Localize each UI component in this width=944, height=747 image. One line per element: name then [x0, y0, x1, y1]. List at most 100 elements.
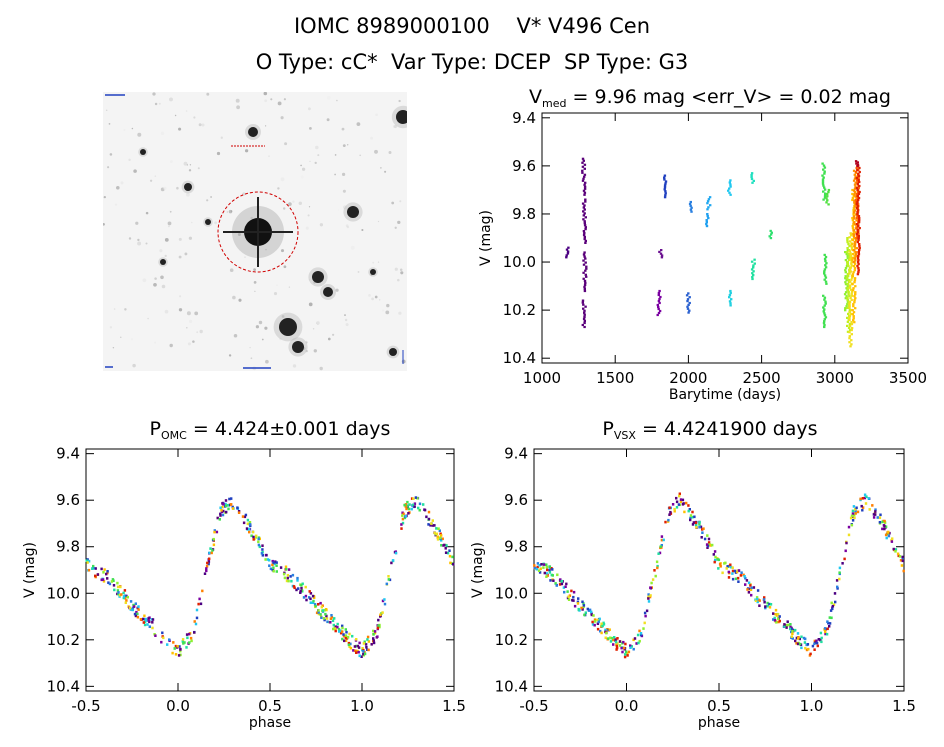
phase-point: [174, 644, 178, 648]
sky-star: [179, 295, 182, 298]
lightcurve-point: [848, 245, 851, 248]
phase-point: [370, 643, 373, 646]
sky-star: [232, 295, 236, 300]
phase-point: [230, 503, 233, 506]
phase-point: [537, 569, 541, 572]
phase-point: [729, 565, 733, 569]
phase-point: [237, 511, 241, 514]
phase-point: [701, 528, 704, 531]
lightcurve-point: [852, 305, 855, 308]
lightcurve-point: [827, 191, 830, 194]
phase-point: [744, 583, 747, 586]
lightcurve-point: [657, 293, 660, 297]
phase-point: [733, 569, 737, 573]
lightcurve-point: [660, 256, 664, 259]
phase-point: [227, 507, 230, 511]
phase-point: [555, 584, 558, 587]
phase-point: [540, 563, 543, 566]
y-tick-label: 9.6: [504, 491, 528, 509]
y-tick-label: 10.4: [495, 677, 528, 695]
phase-point: [309, 597, 312, 601]
phase-point: [775, 621, 778, 624]
lightcurve-point: [583, 187, 587, 190]
phase-omc-title: POMC = 4.424±0.001 days: [149, 418, 391, 442]
phase-point: [545, 572, 548, 575]
phase-point: [533, 564, 536, 567]
phase-point: [224, 499, 228, 502]
phase-point: [691, 515, 694, 519]
lightcurve-point: [567, 246, 570, 249]
lightcurve-point: [752, 270, 755, 273]
lightcurve-point: [686, 305, 689, 308]
phase-point: [260, 552, 264, 555]
sky-star: [309, 127, 312, 130]
sky-star: [371, 297, 374, 301]
lightcurve-point: [823, 318, 826, 321]
phase-point: [113, 588, 116, 592]
sky-star: [388, 151, 392, 154]
sky-star: [169, 343, 173, 348]
phase-point: [205, 565, 209, 568]
phase-point: [791, 629, 794, 633]
phase-point: [548, 565, 551, 568]
phase-point: [673, 507, 676, 511]
sky-star: [345, 323, 349, 327]
lightcurve-point: [824, 260, 827, 263]
phase-point: [112, 584, 116, 587]
lightcurve-point: [585, 265, 588, 268]
sky-star: [137, 132, 142, 137]
lightcurve-point: [581, 171, 584, 174]
phase-point: [323, 618, 326, 622]
phase-point: [418, 502, 422, 506]
lightcurve-point: [582, 253, 586, 256]
sky-star: [394, 267, 398, 271]
lightcurve-point: [705, 221, 708, 224]
phase-point: [390, 561, 393, 565]
phase-point: [548, 568, 551, 572]
phase-point: [137, 608, 140, 611]
phase-point: [899, 559, 903, 562]
phase-point: [797, 637, 800, 640]
phase-point: [838, 571, 841, 574]
phase-point: [119, 585, 122, 589]
lightcurve-point: [582, 210, 585, 213]
lightcurve-point: [583, 285, 586, 288]
lightcurve-point: [849, 288, 853, 291]
phase-point: [443, 543, 446, 547]
phase-point: [257, 537, 260, 541]
phase-point: [847, 533, 851, 537]
phase-point: [885, 536, 888, 540]
phase-point: [624, 653, 627, 656]
lightcurve-point: [824, 266, 828, 269]
x-tick-label: -0.5: [519, 697, 548, 715]
lightcurve-point: [729, 193, 732, 196]
phase-point: [878, 516, 882, 519]
lightcurve-point: [583, 163, 587, 166]
phase-point: [123, 589, 127, 592]
lightcurve-point: [856, 164, 859, 168]
phase-point: [791, 632, 794, 635]
phase-point: [331, 619, 335, 622]
sky-star: [301, 167, 306, 171]
phase-point: [538, 564, 541, 567]
phase-point: [212, 537, 215, 541]
lightcurve-point: [823, 270, 826, 273]
sky-star: [255, 325, 260, 329]
lightcurve-point: [846, 303, 849, 306]
phase-point: [545, 563, 548, 566]
phase-point: [778, 619, 781, 623]
lightcurve-point: [854, 160, 858, 163]
lightcurve-point: [856, 202, 860, 206]
sky-star: [178, 237, 182, 241]
sky-star: [280, 177, 285, 182]
phase-point: [635, 642, 638, 645]
phase-point: [642, 627, 645, 630]
lightcurve-point: [857, 235, 860, 238]
phase-point: [700, 536, 703, 539]
lightcurve-point: [846, 296, 849, 299]
lightcurve-point: [584, 198, 587, 201]
phase-point: [271, 563, 274, 567]
x-axis-label: Barytime (days): [669, 387, 781, 403]
lightcurve-point: [853, 255, 856, 258]
